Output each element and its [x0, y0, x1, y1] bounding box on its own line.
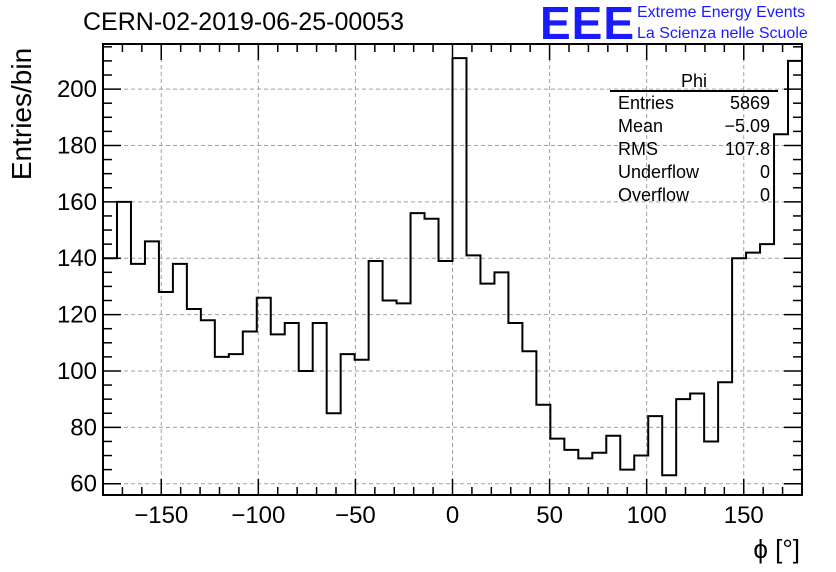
stats-key: Entries	[618, 93, 675, 113]
stats-key: RMS	[618, 139, 658, 159]
stats-row-mean: Mean −5.09	[618, 116, 770, 138]
plot-frame	[102, 43, 803, 496]
x-tick-label: 150	[724, 502, 764, 529]
y-tick-label: 120	[57, 302, 97, 329]
ticks-layer	[102, 44, 803, 495]
grid-layer	[103, 44, 802, 495]
stats-value: −5.09	[724, 116, 770, 136]
histogram-series-line	[103, 57, 802, 477]
logo-subtitle-1: Extreme Energy Events	[637, 4, 806, 21]
x-tick-label: −50	[335, 502, 376, 529]
x-tick-label: 0	[446, 502, 459, 529]
y-tick-label: 180	[57, 132, 97, 159]
y-tick-label: 160	[57, 189, 97, 216]
eee-logo: EEE	[540, 0, 636, 49]
y-tick-label: 140	[57, 245, 97, 272]
y-tick-label: 80	[70, 414, 97, 441]
stats-title: Phi	[680, 71, 707, 91]
y-tick-label: 200	[57, 76, 97, 103]
x-tick-label: −100	[231, 502, 285, 529]
x-tick-label: 100	[627, 502, 667, 529]
stats-value: 0	[759, 162, 770, 182]
stats-key: Underflow	[618, 162, 700, 182]
labels-layer: −150 −100 −50 0 50 100 150 60 80 100 120 140 160 180 2…	[57, 76, 764, 529]
run-title: CERN-02-2019-06-25-00053	[83, 8, 405, 36]
y-tick-label: 60	[70, 471, 97, 498]
stats-key: Overflow	[618, 185, 690, 205]
stats-value: 107.8	[724, 139, 770, 159]
x-tick-label: −150	[134, 502, 188, 529]
stats-value: 5869	[729, 93, 770, 113]
stats-value: 0	[759, 185, 770, 205]
stats-row-entries: Entries 5869	[618, 93, 770, 115]
stats-row-overflow: Overflow 0	[618, 185, 770, 207]
stats-key: Mean	[618, 116, 664, 136]
y-tick-label: 100	[57, 358, 97, 385]
x-axis-label: ϕ [°]	[753, 534, 800, 564]
x-tick-label: 50	[536, 502, 563, 529]
logo-subtitle-2: La Scienza nelle Scuole	[637, 25, 808, 42]
y-axis-label: Entries/bin	[6, 48, 37, 180]
stats-row-rms: RMS 107.8	[618, 139, 770, 161]
stats-row-underflow: Underflow 0	[618, 162, 770, 184]
